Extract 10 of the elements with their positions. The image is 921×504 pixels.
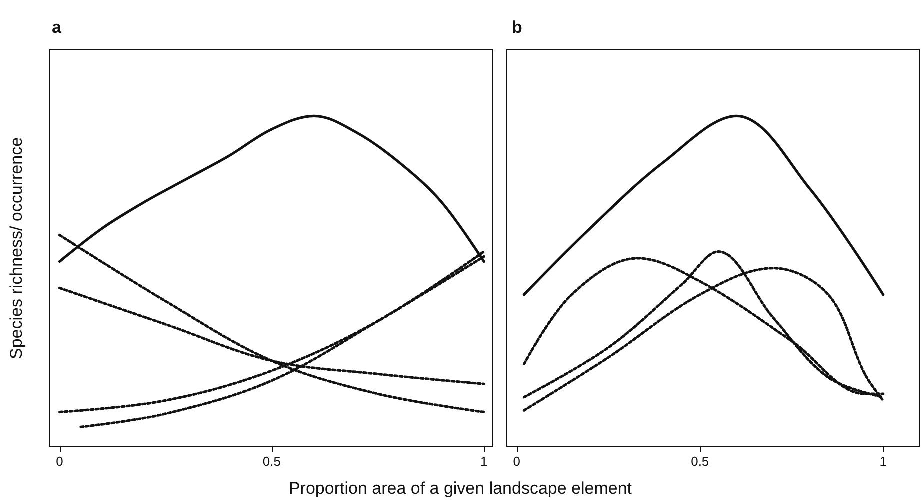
x-tick-label: 1: [880, 454, 887, 469]
chart-title: a: [52, 18, 62, 37]
x-tick-label: 1: [480, 454, 488, 469]
x-tick-label: 0.5: [691, 454, 710, 469]
y-axis-title: Species richness/ occurrence: [7, 137, 26, 360]
x-tick-label: 0: [56, 454, 64, 469]
x-axis-title: Proportion area of a given landscape element: [288, 479, 634, 499]
x-tick-label: 0: [513, 454, 521, 469]
chart-title: b: [512, 18, 522, 37]
x-tick-label: 0.5: [262, 454, 281, 469]
